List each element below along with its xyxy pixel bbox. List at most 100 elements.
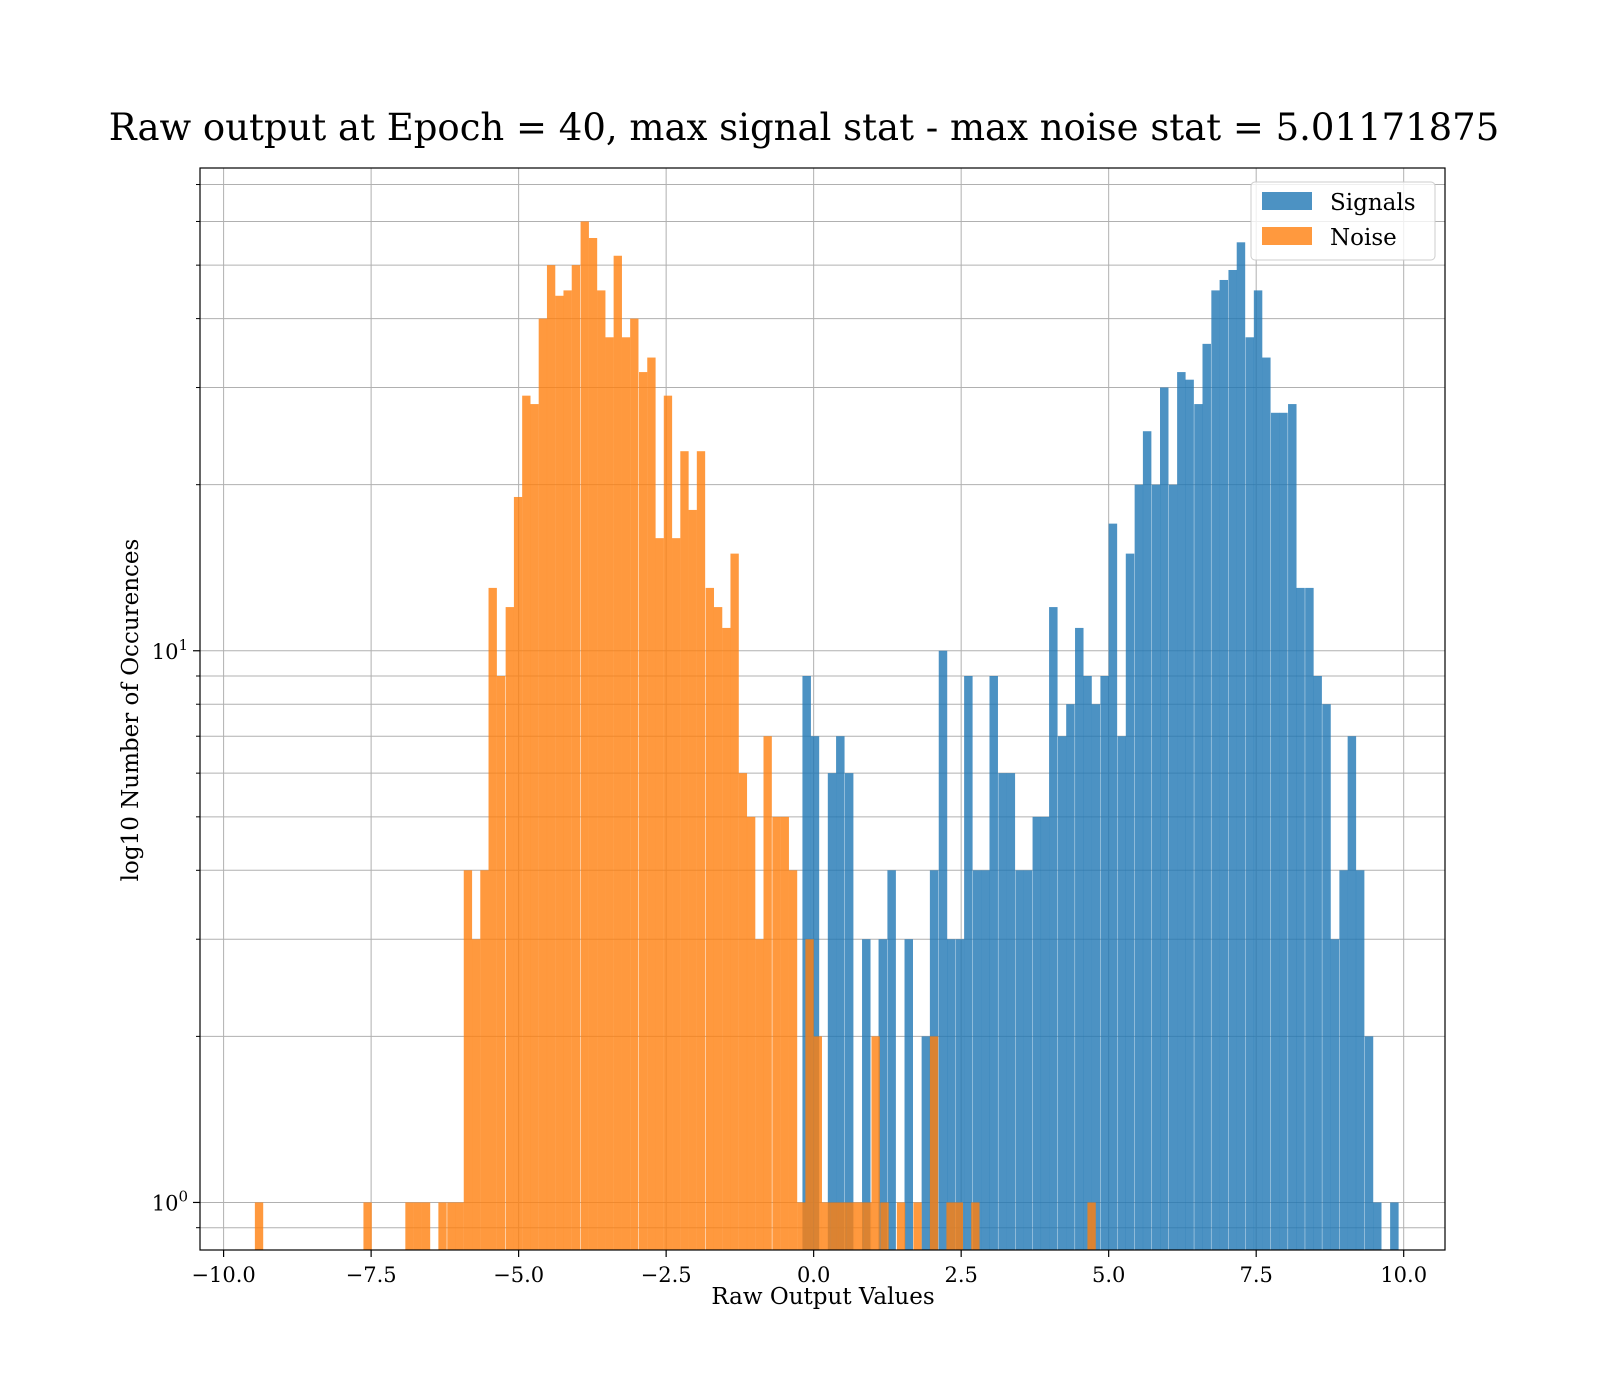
histogram-bar-noise [763,736,772,1250]
histogram-bar-signals [878,939,888,1250]
x-tick-label: 7.5 [1239,1263,1272,1287]
histogram-bar-signals [1091,704,1101,1250]
histogram-bar-noise [929,1036,939,1250]
histogram-bar-signals [938,650,948,1250]
histogram-bar-signals [1236,242,1246,1250]
axis-ticks: −10.0 −7.5 −5.0 −2.5 0.0 2.5 5.0 7.5 10.0 100 101 [152,184,1427,1287]
noise-bars [254,221,1096,1251]
histogram-bar-signals [1296,587,1305,1250]
histogram-bar-signals [1202,343,1211,1250]
histogram-bar-signals [904,939,913,1250]
x-tick-label: 0.0 [797,1263,830,1287]
histogram-bar-noise [472,939,481,1250]
histogram-bar-noise [746,816,756,1250]
histogram-bar-signals [981,870,990,1250]
histogram-bar-signals [1219,279,1229,1251]
histogram-bar-noise [613,255,622,1250]
histogram-bar-signals [972,870,982,1250]
histogram-bar-noise [588,237,598,1251]
histogram-bar-noise [505,607,514,1250]
histogram-bar-noise [363,1202,372,1250]
legend-label-noise: Noise [1330,225,1397,251]
histogram-bar-signals [1032,816,1042,1250]
histogram-bar-signals [1288,404,1297,1250]
histogram-bar-signals [1083,676,1092,1250]
histogram-bar-noise [413,1202,422,1250]
histogram-bar-signals [844,773,854,1250]
histogram-bar-noise [496,676,506,1250]
histogram-bar-noise [522,395,531,1250]
histogram-bar-noise [447,1202,456,1250]
histogram-bar-signals [1355,870,1365,1250]
histogram-bar-signals [1142,431,1152,1250]
histogram-bar-signals [1330,939,1340,1250]
histogram-bar-signals [1023,870,1033,1250]
histogram-bar-signals [1151,484,1161,1250]
histogram-bar-noise [546,265,556,1251]
histogram-bar-signals [1245,337,1255,1250]
x-tick-label: −2.5 [641,1263,692,1287]
histogram-bar-signals [1253,290,1263,1250]
histogram-bar-signals [1262,357,1271,1250]
histogram-bar-signals [1390,1202,1399,1250]
histogram-bar-noise [680,451,689,1250]
histogram-bar-signals [1364,1036,1374,1250]
x-tick-label: 10.0 [1380,1263,1427,1287]
histogram-bar-noise [730,553,739,1250]
histogram-bar-noise [571,265,581,1251]
histogram-bar-signals [1134,484,1144,1250]
x-tick-label: 2.5 [944,1263,977,1287]
histogram-bar-noise [638,372,648,1250]
histogram-bar-signals [1075,627,1084,1250]
histogram-bar-signals [827,773,837,1250]
histogram-bar-noise [555,295,564,1250]
histogram-bar-noise [805,939,814,1250]
histogram-bar-noise [438,1202,447,1250]
histogram-bar-signals [1194,404,1203,1250]
plot-area-frame [199,167,1446,1251]
histogram-bar-noise [713,607,723,1250]
histogram-bar-noise [597,290,606,1250]
histogram-bar-signals [989,676,998,1250]
histogram-bar-noise [655,538,664,1250]
histogram-bar-noise [788,870,798,1250]
histogram-bar-signals [810,736,820,1250]
histogram-bar-noise [530,404,539,1250]
histogram-bar-noise [480,870,489,1250]
histogram-bar-signals [1015,870,1024,1250]
histogram-bar-noise [846,1202,856,1250]
histogram-bar-noise [580,221,589,1251]
histogram-bar-signals [1177,372,1186,1250]
legend: Signals Noise [1250,181,1436,261]
histogram-bar-noise [880,1202,889,1250]
histogram-bar-noise [738,773,748,1250]
histogram-bar-signals [862,939,871,1250]
histogram-bar-signals [1185,379,1194,1250]
histogram-bar-signals [1100,676,1109,1250]
histogram-bar-noise [896,1202,906,1250]
legend-label-signals: Signals [1330,190,1416,216]
histogram-bar-noise [755,939,764,1250]
histogram-bar-signals [1108,523,1118,1250]
histogram-bar-noise [647,357,656,1250]
histogram-bar-noise [455,1202,464,1250]
histogram-bar-noise [705,587,715,1250]
histogram-bar-signals [1322,704,1331,1250]
histogram-bar-signals [1305,587,1314,1250]
histogram-bar-signals [1057,736,1067,1250]
histogram-bar-signals [998,773,1007,1250]
x-tick-label: −7.5 [346,1263,397,1287]
histogram-bar-noise [463,870,473,1250]
histogram-bar-signals [1066,704,1075,1250]
histogram-bar-noise [421,1202,431,1250]
histogram-bar-signals [947,939,956,1250]
x-tick-label: −5.0 [493,1263,544,1287]
histogram-bar-signals [955,939,965,1250]
histogram-bar-noise [780,816,789,1250]
x-axis-label: Raw Output Values [711,1284,934,1310]
histogram-bar-noise [863,1202,872,1250]
histogram-bar-noise [871,1036,880,1250]
x-tick-label: 5.0 [1092,1263,1125,1287]
histogram-bar-noise [813,1036,822,1250]
histogram-bar-noise [672,538,681,1250]
